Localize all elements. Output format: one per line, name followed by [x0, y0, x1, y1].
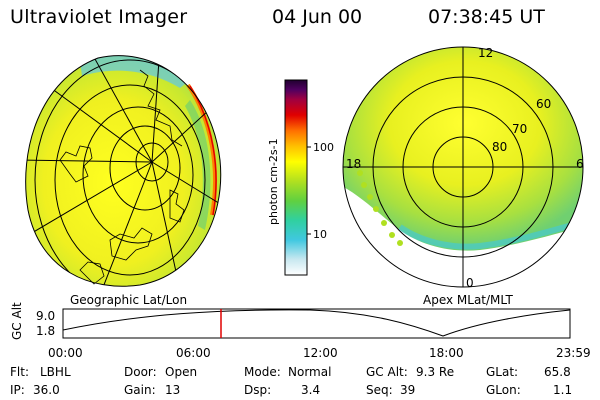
- glat-label: GLat:: [486, 365, 519, 379]
- alt-x-tick-1: 06:00: [176, 346, 211, 360]
- polar-auroral-fill: [343, 47, 583, 251]
- colorbar: photon cm-2s-1: [267, 79, 311, 276]
- mode-value: Normal: [288, 365, 332, 379]
- flt-label: Flt:: [10, 365, 29, 379]
- altitude-curve: [62, 309, 571, 337]
- colorbar-tick-100: 100: [313, 141, 334, 154]
- mlt-label-18: 18: [346, 157, 362, 171]
- glon-value: 1.1: [553, 383, 573, 397]
- lat-label-80: 80: [492, 140, 508, 154]
- alt-y-bottom: 1.8: [36, 324, 56, 338]
- mode-label: Mode:: [244, 365, 281, 379]
- observation-date: 04 Jun 00: [272, 6, 363, 28]
- lat-label-60: 60: [536, 97, 552, 111]
- colorbar-tick-10: 10: [313, 228, 327, 241]
- ip-value: 36.0: [33, 383, 60, 397]
- dsp-label: Dsp:: [244, 383, 272, 397]
- colorbar-label: photon cm-2s-1: [267, 138, 280, 225]
- colorbar-scale: [284, 79, 308, 276]
- alt-x-tick-3: 18:00: [429, 346, 464, 360]
- geographic-panel-label: Geographic Lat/Lon: [70, 293, 188, 307]
- apex-polar-panel: [342, 46, 584, 288]
- gain-label: Gain:: [124, 383, 156, 397]
- polar-speckles: [357, 170, 403, 246]
- alt-x-tick-2: 12:00: [303, 346, 338, 360]
- polar-grid: [342, 46, 584, 288]
- door-value: Open: [165, 365, 198, 379]
- gcalt-label: GC Alt:: [366, 365, 408, 379]
- alt-x-tick-4: 23:59: [556, 346, 591, 360]
- alt-axis-label: GC Alt: [10, 302, 24, 340]
- coastline-outline: [59, 69, 185, 285]
- seq-label: Seq:: [366, 383, 393, 397]
- gain-value: 13: [165, 383, 181, 397]
- geographic-image-panel: [25, 55, 222, 287]
- glat-value: 65.8: [544, 365, 571, 379]
- flt-value: LBHL: [40, 365, 71, 379]
- door-label: Door:: [124, 365, 157, 379]
- mlt-label-12: 12: [478, 46, 494, 60]
- apex-panel-label: Apex MLat/MLT: [423, 293, 513, 307]
- alt-x-tick-0: 00:00: [48, 346, 83, 360]
- lat-label-70: 70: [512, 122, 528, 136]
- app-title: Ultraviolet Imager: [10, 6, 188, 28]
- altitude-plot: [62, 308, 571, 339]
- ip-label: IP:: [10, 383, 25, 397]
- observation-time: 07:38:45 UT: [428, 6, 545, 28]
- mlt-label-0: 0: [466, 276, 474, 290]
- glon-label: GLon:: [486, 383, 521, 397]
- dsp-value: 3.4: [301, 383, 321, 397]
- alt-y-top: 9.0: [36, 309, 56, 323]
- gcalt-value: 9.3 Re: [416, 365, 455, 379]
- mlt-label-6: 6: [576, 157, 584, 171]
- seq-value: 39: [400, 383, 416, 397]
